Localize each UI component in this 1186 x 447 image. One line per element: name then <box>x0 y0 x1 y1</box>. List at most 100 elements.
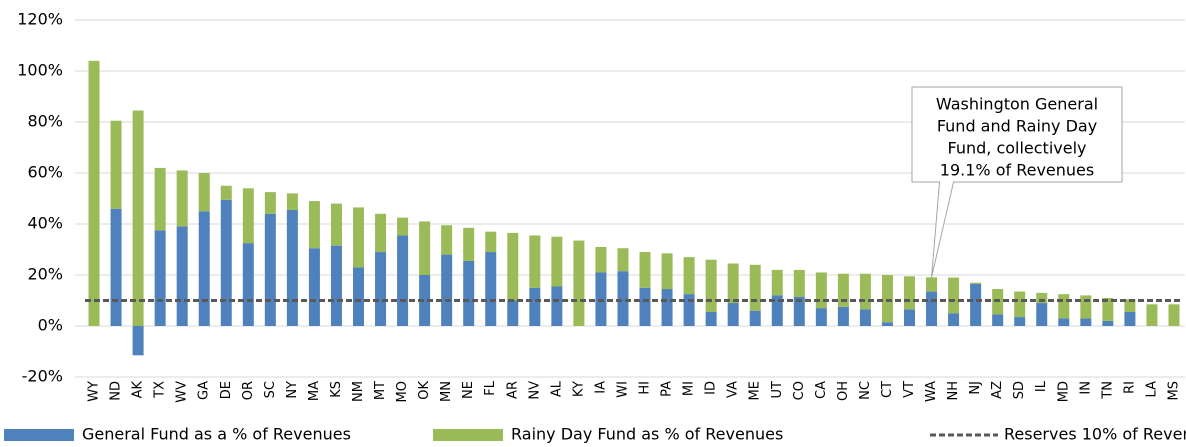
bar-segment <box>1102 297 1114 321</box>
bar-segment <box>132 326 144 356</box>
bar-segment <box>727 303 739 326</box>
bar-segment <box>881 322 893 326</box>
y-tick-label: 60% <box>27 163 63 182</box>
bar-segment <box>1146 304 1158 326</box>
x-tick-label: HI <box>638 381 653 395</box>
bar-segment <box>1014 317 1026 326</box>
bar-segment <box>705 311 717 326</box>
bar-segment <box>198 173 210 212</box>
bar-segment <box>617 248 629 272</box>
x-tick-label: KY <box>571 381 586 397</box>
x-tick-label: NM <box>351 381 366 402</box>
bar-segment <box>1168 304 1180 326</box>
x-tick-label: VA <box>726 381 741 398</box>
bar-segment <box>485 252 497 326</box>
bar-segment <box>793 296 805 326</box>
y-tick-label: 100% <box>17 61 63 80</box>
bar-segment <box>639 252 651 288</box>
bar-segment <box>154 230 166 326</box>
x-tick-label: MT <box>373 381 388 400</box>
x-tick-label: SD <box>1012 381 1027 399</box>
bar-segment <box>176 170 188 227</box>
bar-segment <box>220 199 232 326</box>
bar-segment <box>595 246 607 273</box>
bar-segment <box>286 209 298 326</box>
x-tick-label: NC <box>858 381 873 400</box>
bar-segment <box>330 245 342 326</box>
x-tick-label: TN <box>1100 381 1115 400</box>
x-tick-label: NV <box>527 381 542 400</box>
x-tick-label: WI <box>615 381 630 398</box>
x-tick-label: ID <box>704 381 719 395</box>
y-tick-label: 40% <box>27 214 63 233</box>
legend-swatch <box>433 429 503 441</box>
x-tick-label: NY <box>285 381 300 399</box>
annotation-text: Washington General <box>936 95 1098 114</box>
bar-segment <box>1036 303 1048 326</box>
y-tick-label: 80% <box>27 112 63 131</box>
bar-segment <box>948 313 960 326</box>
bar-segment <box>859 273 871 310</box>
bar-segment <box>617 271 629 326</box>
bar-segment <box>573 240 585 326</box>
legend-label: Reserves 10% of Revenues <box>1004 425 1186 444</box>
x-tick-label: NE <box>461 381 476 399</box>
bar-segment <box>1124 299 1136 312</box>
annotation-text: 19.1% of Revenues <box>940 161 1094 180</box>
x-tick-label: DE <box>219 381 234 399</box>
x-tick-label: AL <box>549 380 564 397</box>
bar-segment <box>926 277 938 292</box>
bar-segment <box>529 287 541 326</box>
bar-segment <box>683 294 695 326</box>
bar-segment <box>110 120 122 209</box>
bar-segment <box>176 226 188 326</box>
x-tick-label: FL <box>483 380 498 395</box>
bar-segment <box>771 295 783 326</box>
y-tick-label: 20% <box>27 265 63 284</box>
bar-segment <box>837 306 849 326</box>
bar-segment <box>132 110 144 327</box>
bar-segment <box>198 211 210 326</box>
x-tick-label: NJ <box>968 381 983 395</box>
bar-segment <box>551 286 563 326</box>
bar-segment <box>1102 320 1114 326</box>
bar-segment <box>1058 318 1070 326</box>
x-tick-label: WV <box>175 381 190 403</box>
bar-segment <box>859 309 871 326</box>
bar-segment <box>264 192 276 214</box>
bar-segment <box>375 252 387 326</box>
bar-segment <box>771 269 783 296</box>
x-tick-label: VT <box>902 381 917 398</box>
bar-segment <box>661 289 673 326</box>
bar-segment <box>705 259 717 312</box>
callout <box>911 86 1123 278</box>
bar-segment <box>507 232 519 301</box>
bar-segment <box>220 185 232 200</box>
bar-segment <box>308 248 320 326</box>
x-tick-label: MI <box>682 381 697 396</box>
bar-segment <box>353 267 364 326</box>
bar-segment <box>485 231 497 253</box>
x-tick-label: ND <box>109 381 124 401</box>
bar-segment <box>837 273 849 307</box>
bar-segment <box>970 283 982 326</box>
legend-label: General Fund as a % of Revenues <box>82 425 351 444</box>
bar-segment <box>727 263 739 304</box>
bar-segment <box>1080 318 1092 326</box>
bar-segment <box>551 236 563 287</box>
bar-segment <box>815 308 827 326</box>
x-tick-label: MN <box>439 381 454 402</box>
x-tick-label: AK <box>131 381 146 399</box>
x-tick-label: MO <box>395 381 410 402</box>
bar-segment <box>308 201 320 249</box>
bar-segment <box>661 253 673 290</box>
bar-segment <box>749 264 761 311</box>
bar-segment <box>529 235 541 288</box>
x-tick-label: CA <box>814 381 829 399</box>
x-tick-label: TX <box>153 381 168 399</box>
y-tick-label: 120% <box>17 10 63 29</box>
bar-segment <box>242 188 254 244</box>
x-tick-label: MD <box>1056 381 1071 402</box>
annotation-text: Fund and Rainy Day <box>937 117 1097 136</box>
